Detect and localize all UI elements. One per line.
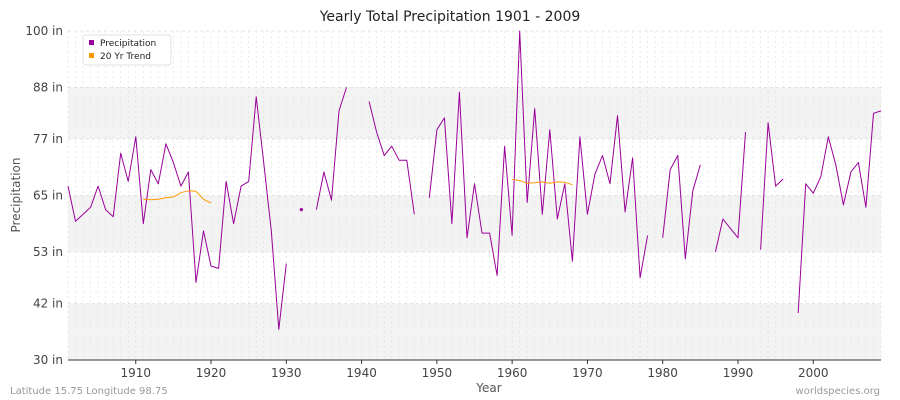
precipitation-line: [315, 87, 347, 210]
y-axis-label: Precipitation: [9, 157, 23, 232]
series-lines: [67, 30, 882, 330]
legend-label-precipitation: Precipitation: [100, 39, 156, 49]
plot-band: [68, 195, 881, 252]
y-tick-label: 100 in: [25, 24, 63, 38]
trend-line: [143, 190, 212, 204]
x-tick-labels: 1910 1920 1930 1940 1950 1960 1970 1980 1990 2000: [120, 360, 829, 380]
x-tick-label: 1940: [346, 366, 377, 380]
precipitation-line: [662, 155, 701, 260]
legend: Precipitation 20 Yr Trend: [82, 34, 172, 66]
precipitation-line: [368, 101, 415, 215]
precipitation-line: [760, 122, 784, 250]
precipitation-line: [428, 30, 649, 279]
y-tick-labels: 30 in 42 in 53 in 65 in 77 in 88 in 100 in: [25, 24, 63, 367]
legend-swatch-precipitation: [89, 40, 94, 45]
y-tick-label: 65 in: [33, 189, 63, 203]
legend-swatch-trend: [89, 53, 94, 58]
y-tick-label: 30 in: [33, 353, 63, 367]
y-tick-label: 77 in: [33, 132, 63, 146]
plot-bands: [68, 87, 881, 360]
x-tick-label: 1930: [271, 366, 302, 380]
x-tick-label: 1950: [422, 366, 453, 380]
x-tick-label: 1960: [497, 366, 528, 380]
y-tick-label: 42 in: [33, 297, 63, 311]
precipitation-line: [797, 110, 882, 314]
x-axis-label: Year: [475, 381, 501, 395]
x-tick-label: 1990: [723, 366, 754, 380]
legend-label-trend: 20 Yr Trend: [100, 52, 151, 62]
precipitation-line: [67, 96, 287, 330]
footer-coordinates: Latitude 15.75 Longitude 98.75: [10, 386, 168, 397]
y-tick-label: 88 in: [33, 80, 63, 94]
precipitation-line: [714, 132, 746, 253]
chart-title: Yearly Total Precipitation 1901 - 2009: [319, 9, 581, 25]
legend-box: [82, 34, 172, 66]
footer-source: worldspecies.org: [796, 386, 880, 397]
x-tick-label: 1920: [196, 366, 227, 380]
x-tick-label: 1980: [647, 366, 678, 380]
y-tick-label: 53 in: [33, 245, 63, 259]
x-tick-label: 1910: [120, 366, 151, 380]
trend-line: [512, 179, 573, 186]
precipitation-point: [299, 208, 303, 212]
x-tick-label: 2000: [798, 366, 829, 380]
x-tick-label: 1970: [572, 366, 603, 380]
